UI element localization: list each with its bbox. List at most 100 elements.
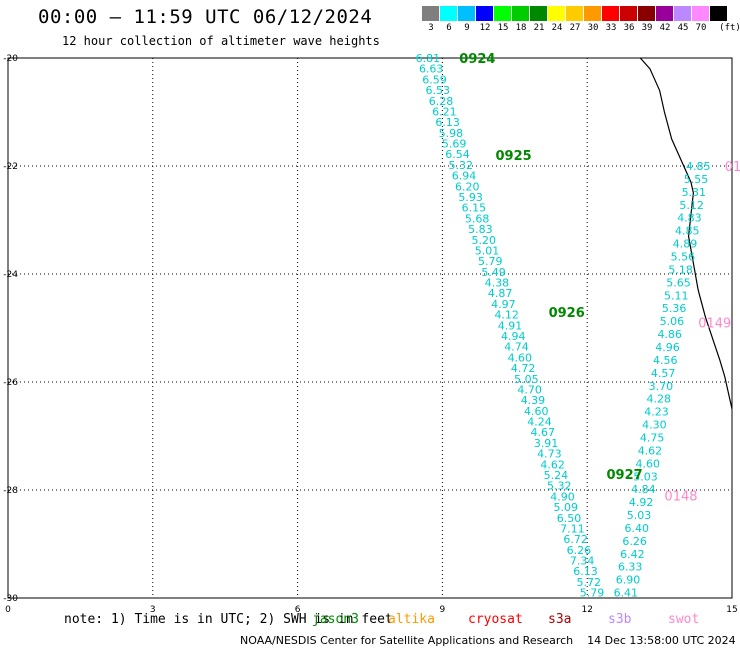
legend-label: 3 [428,23,434,33]
wave-height-value: 4.60 [508,351,533,364]
legend-swatch [422,6,440,21]
wave-height-value: 5.20 [471,234,496,247]
legend-swatch [458,6,476,21]
legend-label: 9 [464,23,470,33]
x-tick-label: 15 [726,605,737,615]
wave-height-value: 6.94 [452,170,477,183]
wave-height-value: 6.13 [573,565,598,578]
wave-height-value: 7.11 [560,522,585,535]
wave-height-value: 6.90 [616,574,641,587]
pass-time-label: 0148 [664,489,697,504]
legend-unit: (ft) [719,23,740,33]
wave-height-value: 6.41 [614,587,639,600]
wave-height-value: 4.39 [521,394,546,407]
wave-height-value: 6.54 [445,148,470,161]
wave-height-value: 5.18 [668,263,693,276]
satellite-label: jason3 [312,612,359,627]
wave-height-value: 6.59 [422,73,447,86]
pass-time-label: 0926 [549,306,585,321]
wave-height-value: 4.62 [540,458,565,471]
legend-label: 30 [587,23,599,33]
wave-height-value: 4.24 [527,416,552,429]
x-tick-label: 12 [581,605,592,615]
legend-swatch [710,6,728,21]
wave-height-value: 4.94 [501,330,526,343]
wave-height-value: 4.57 [651,367,676,380]
wave-height-value: 4.96 [655,341,680,354]
wave-height-value: 5.65 [666,276,691,289]
y-tick-label: -22 [3,162,18,172]
wave-height-value: 5.69 [442,138,467,151]
pass-time-label: 0149 [698,317,731,332]
legend-label: 45 [677,23,689,33]
wave-height-value: 5.03 [633,470,658,483]
wave-height-value: 4.72 [511,362,536,375]
pass-time-label: 0927 [607,468,643,483]
wave-height-value: 5.32 [547,480,572,493]
wave-height-value: 6.26 [622,535,647,548]
legend-label: 42 [659,23,671,33]
wave-height-value: 5.05 [514,373,539,386]
wave-height-value: 3.70 [649,380,674,393]
timestamp: 14 Dec 13:58:00 UTC 2024 [587,634,736,647]
wave-height-value: 5.01 [475,244,500,257]
wave-height-value: 4.60 [524,405,549,418]
legend-swatch [602,6,620,21]
legend-label: 12 [479,23,491,33]
wave-height-value: 4.89 [673,238,698,251]
legend-label: 39 [641,23,653,33]
y-tick-label: -28 [3,486,18,496]
wave-height-value: 5.24 [544,469,569,482]
legend-swatch [512,6,530,21]
wave-height-value: 4.85 [686,160,711,173]
pass-time-label: 0924 [459,52,495,67]
legend-swatch [584,6,602,21]
y-tick-label: -30 [3,594,18,604]
credit-text: NOAA/NESDIS Center for Satellite Applica… [240,634,574,647]
legend-label: 33 [605,23,617,33]
wave-height-value: 5.09 [554,501,579,514]
color-legend: 3 6 9 12 15 18 21 24 27 30 33 36 39 42 45 70 (ft) [422,6,740,35]
wave-height-value: 5.06 [660,315,685,328]
legend-label: 15 [497,23,509,33]
satellite-label: altika [388,612,435,627]
legend-swatch [620,6,638,21]
wave-height-value: 6.26 [567,544,592,557]
legend-swatch [476,6,494,21]
y-tick-label: -24 [3,270,18,280]
x-tick-label: 9 [440,605,446,615]
y-tick-label: -20 [3,54,18,64]
wave-height-value: 4.28 [646,393,671,406]
wave-height-value: 6.50 [557,512,582,525]
legend-swatch [440,6,458,21]
wave-height-value: 6.42 [620,548,645,561]
wave-height-value: 6.40 [625,522,650,535]
wave-height-value: 5.79 [478,255,503,268]
wave-height-value: 4.12 [494,309,519,322]
wave-height-value: 4.87 [488,287,513,300]
legend-label: 36 [623,23,635,33]
wave-height-value: 4.23 [644,406,669,419]
wave-height-value: 5.56 [671,250,696,263]
legend-swatch [638,6,656,21]
legend-swatch [548,6,566,21]
wave-height-value: 5.98 [439,127,464,140]
wave-height-value: 6.63 [419,63,444,76]
wave-height-value: 5.93 [458,191,483,204]
wave-height-value: 5.31 [682,186,707,199]
wave-height-value: 4.56 [653,354,678,367]
wave-height-value: 5.72 [576,576,601,589]
legend-swatch [530,6,548,21]
wave-height-value: 4.75 [640,431,665,444]
y-tick-label: -26 [3,378,18,388]
wave-height-value: 4.30 [642,419,667,432]
legend-label: 6 [446,23,452,33]
wave-height-value: 5.83 [468,223,493,236]
map-frame [7,57,733,599]
wave-height-value: 4.86 [657,328,682,341]
wave-height-value: 5.79 [580,587,605,600]
legend-label: 21 [533,23,545,33]
satellite-label: s3a [548,612,572,627]
legend-label: 27 [569,23,581,33]
wave-height-value: 6.13 [435,116,460,129]
